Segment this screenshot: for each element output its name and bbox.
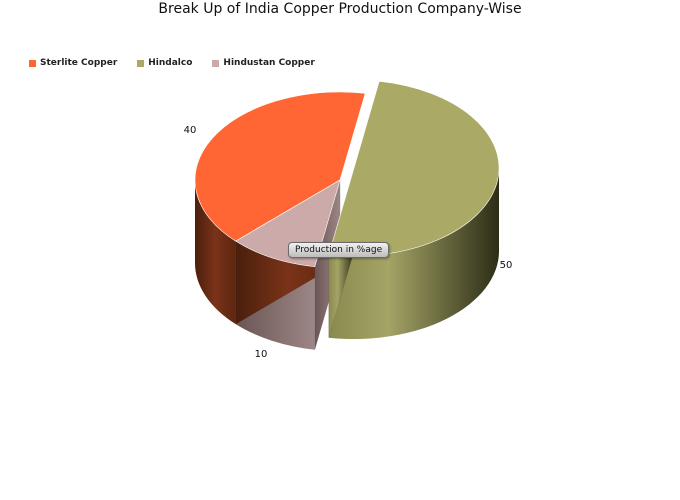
pie-side-0 (195, 180, 236, 325)
legend-item-sterlite[interactable]: Sterlite Copper (29, 58, 117, 68)
legend-label-hindustan: Hindustan Copper (223, 58, 315, 68)
pie-side-1 (328, 168, 500, 340)
data-label-sterlite-copper: 40 (184, 125, 197, 136)
legend-swatch-hindalco (137, 59, 145, 67)
legend-item-hindustan[interactable]: Hindustan Copper (212, 58, 315, 68)
legend-label-hindalco: Hindalco (148, 58, 193, 68)
pie-slice-hindalco[interactable] (328, 80, 500, 257)
data-label-hindalco: 50 (500, 260, 513, 271)
legend-swatch-hindustan (212, 59, 220, 67)
series-tooltip: Production in %age (288, 242, 390, 258)
legend-swatch-sterlite (29, 59, 36, 67)
legend-label-sterlite: Sterlite Copper (40, 58, 118, 68)
chart-title: Break Up of India Copper Production Comp… (158, 1, 522, 17)
data-label-hindustan-copper: 10 (255, 349, 268, 360)
chart-legend: Sterlite Copper Hindalco Hindustan Coppe… (29, 58, 315, 68)
pie-slice-sterlite-copper[interactable] (194, 91, 366, 242)
legend-item-hindalco[interactable]: Hindalco (137, 58, 192, 68)
